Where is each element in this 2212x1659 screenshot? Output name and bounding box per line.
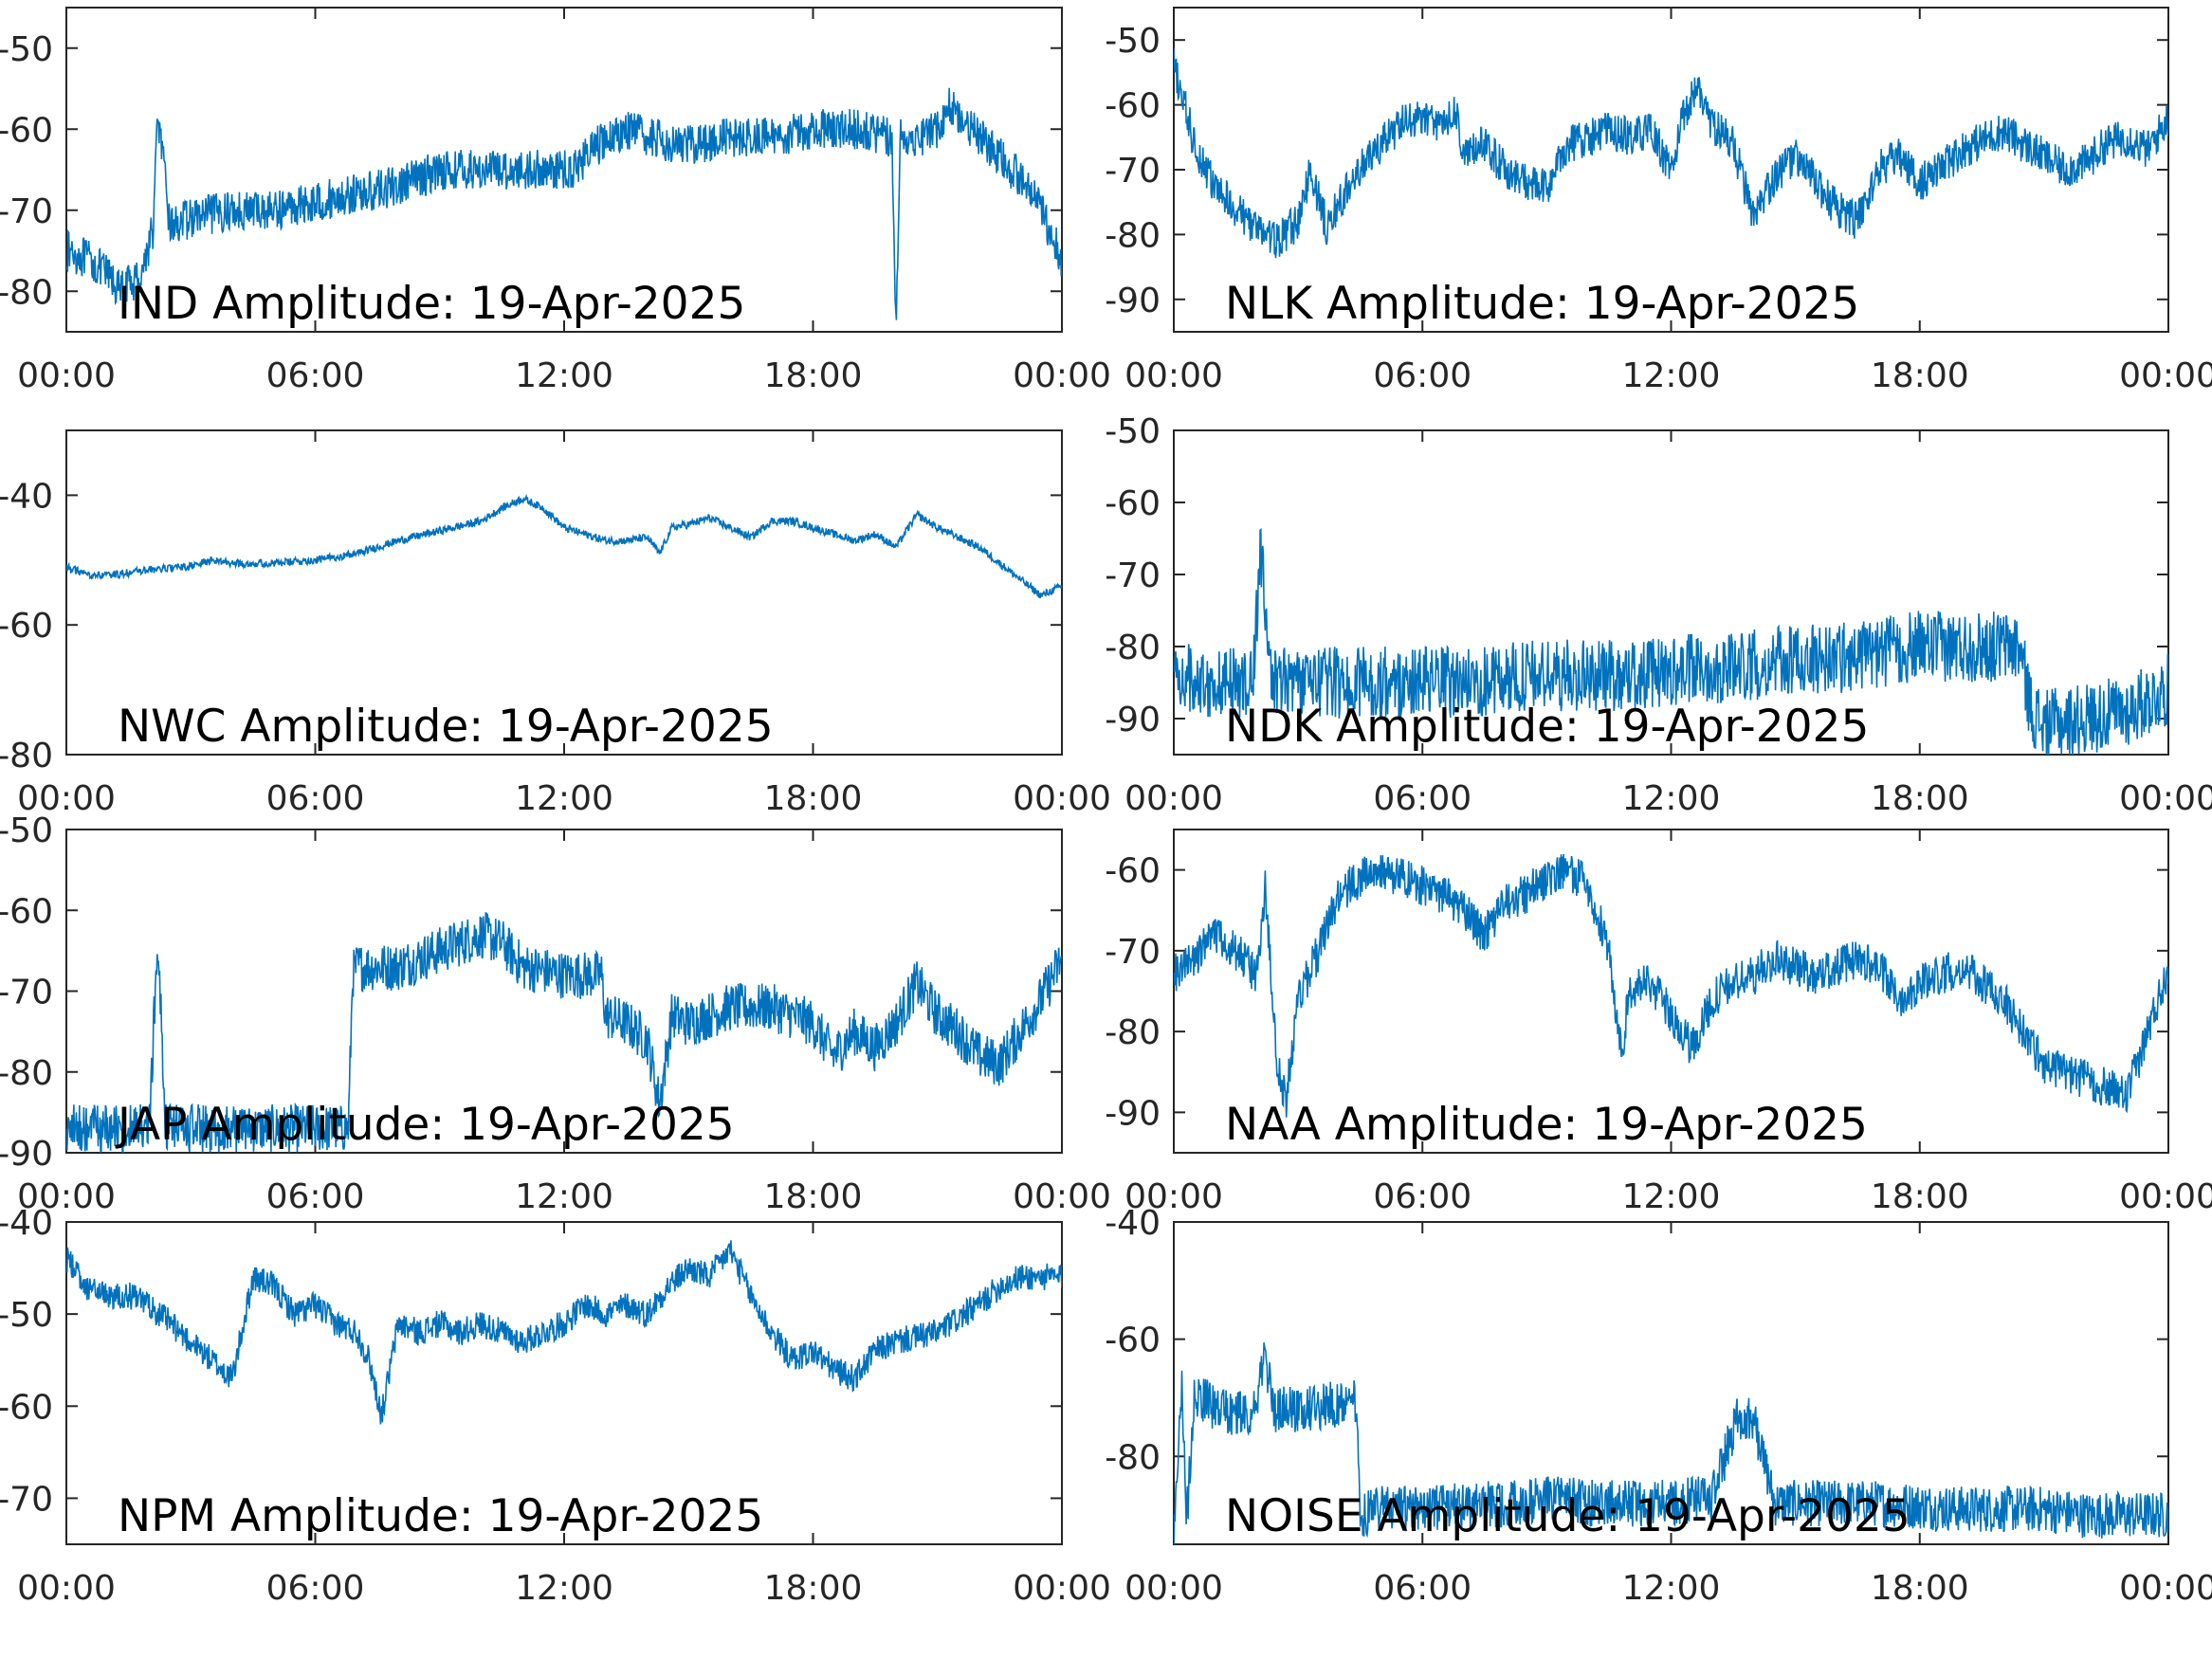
nwc-x-tick-label: 06:00 — [266, 779, 365, 818]
ind-x-tick-label: 12:00 — [515, 356, 613, 395]
ind-y-tick-label: -80 — [0, 273, 53, 312]
ind-y-tick-label: -70 — [0, 192, 53, 231]
ndk-y-tick-label: -80 — [1105, 629, 1161, 667]
jap-series-line — [66, 912, 1062, 1153]
nwc-y-tick-label: -60 — [0, 607, 53, 646]
noise-x-tick-label: 18:00 — [1871, 1569, 1969, 1608]
noise-y-tick-label: -40 — [1105, 1204, 1161, 1243]
jap-title: JAP Amplitude: 19-Apr-2025 — [115, 1099, 735, 1151]
ind-x-tick-label: 18:00 — [764, 356, 863, 395]
ind-series-line — [66, 87, 1062, 320]
npm-y-tick-label: -50 — [0, 1296, 53, 1335]
ndk-series-line — [1174, 527, 2168, 755]
noise-x-tick-label: 12:00 — [1622, 1569, 1721, 1608]
ind-y-tick-label: -60 — [0, 111, 53, 150]
nlk-x-tick-label: 12:00 — [1622, 356, 1721, 395]
jap-panel: 00:00 06:00 12:00 18:00 00:00 -50 -60 -70 -80 -90… — [0, 811, 1111, 1216]
ndk-x-tick-label: 00:00 — [2119, 779, 2212, 818]
noise-series-line — [1174, 1342, 2168, 1544]
nlk-x-tick-label: 18:00 — [1871, 356, 1969, 395]
npm-x-tick-label: 00:00 — [1013, 1569, 1111, 1608]
jap-x-tick-label: 12:00 — [515, 1177, 613, 1216]
npm-panel: 00:00 06:00 12:00 18:00 00:00 -40 -50 -60 -70 NPM… — [0, 1204, 1111, 1608]
ndk-y-tick-label: -70 — [1105, 556, 1161, 595]
ndk-y-tick-label: -60 — [1105, 484, 1161, 523]
naa-x-tick-label: 18:00 — [1871, 1177, 1969, 1216]
ind-x-tick-label: 06:00 — [266, 356, 365, 395]
jap-y-tick-label: -50 — [0, 811, 53, 850]
npm-y-tick-label: -60 — [0, 1388, 53, 1427]
jap-y-tick-label: -70 — [0, 974, 53, 1012]
npm-y-tick-label: -70 — [0, 1480, 53, 1519]
noise-y-tick-label: -80 — [1105, 1438, 1161, 1477]
ndk-x-tick-label: 18:00 — [1871, 779, 1969, 818]
naa-panel: 00:00 06:00 12:00 18:00 00:00 -60 -70 -80 -90 NAA… — [1105, 829, 2212, 1216]
nwc-x-tick-label: 18:00 — [764, 779, 863, 818]
naa-x-tick-label: 06:00 — [1373, 1177, 1472, 1216]
nlk-x-tick-label: 06:00 — [1373, 356, 1472, 395]
naa-y-tick-label: -80 — [1105, 1013, 1161, 1052]
noise-title: NOISE Amplitude: 19-Apr-2025 — [1225, 1490, 1910, 1542]
jap-x-tick-label: 00:00 — [17, 1177, 116, 1216]
ind-x-tick-label: 00:00 — [17, 356, 116, 395]
ndk-y-tick-label: -90 — [1105, 701, 1161, 739]
npm-x-tick-label: 06:00 — [266, 1569, 365, 1608]
ndk-x-tick-label: 06:00 — [1373, 779, 1472, 818]
npm-x-tick-label: 00:00 — [17, 1569, 116, 1608]
nwc-title: NWC Amplitude: 19-Apr-2025 — [118, 701, 774, 753]
jap-y-tick-label: -60 — [0, 892, 53, 931]
nwc-y-tick-label: -80 — [0, 737, 53, 775]
jap-y-tick-label: -90 — [0, 1135, 53, 1174]
naa-title: NAA Amplitude: 19-Apr-2025 — [1225, 1099, 1868, 1151]
nlk-panel: 00:00 06:00 12:00 18:00 00:00 -50 -60 -70 -80 -90… — [1105, 7, 2212, 395]
noise-y-tick-label: -60 — [1105, 1322, 1161, 1360]
nlk-x-tick-label: 00:00 — [2119, 356, 2212, 395]
nwc-x-tick-label: 00:00 — [1013, 779, 1111, 818]
ndk-panel: 00:00 06:00 12:00 18:00 00:00 -50 -60 -70 -80 -90… — [1105, 412, 2212, 818]
npm-x-tick-label: 18:00 — [764, 1569, 863, 1608]
nlk-title: NLK Amplitude: 19-Apr-2025 — [1225, 278, 1859, 330]
nlk-y-tick-label: -90 — [1105, 282, 1161, 320]
nwc-series-line — [66, 494, 1062, 599]
npm-series-line — [66, 1240, 1062, 1425]
nlk-y-tick-label: -70 — [1105, 152, 1161, 191]
jap-y-tick-label: -80 — [0, 1054, 53, 1093]
nlk-x-tick-label: 00:00 — [1124, 356, 1223, 395]
jap-x-tick-label: 18:00 — [764, 1177, 863, 1216]
nwc-x-tick-label: 12:00 — [515, 779, 613, 818]
noise-x-tick-label: 00:00 — [1124, 1569, 1223, 1608]
nlk-y-tick-label: -80 — [1105, 216, 1161, 255]
ndk-x-tick-label: 00:00 — [1124, 779, 1223, 818]
naa-y-tick-label: -60 — [1105, 852, 1161, 891]
npm-y-tick-label: -40 — [0, 1204, 53, 1243]
ndk-y-tick-label: -50 — [1105, 412, 1161, 451]
nlk-y-tick-label: -50 — [1105, 22, 1161, 61]
naa-y-tick-label: -90 — [1105, 1094, 1161, 1133]
naa-x-tick-label: 00:00 — [2119, 1177, 2212, 1216]
naa-y-tick-label: -70 — [1105, 933, 1161, 972]
naa-series-line — [1174, 853, 2168, 1118]
ind-title: IND Amplitude: 19-Apr-2025 — [118, 278, 745, 330]
ind-x-tick-label: 00:00 — [1013, 356, 1111, 395]
npm-x-tick-label: 12:00 — [515, 1569, 613, 1608]
npm-title: NPM Amplitude: 19-Apr-2025 — [118, 1490, 763, 1542]
nwc-panel: 00:00 06:00 12:00 18:00 00:00 -40 -60 -80 NWC Am… — [0, 429, 1111, 818]
noise-x-tick-label: 06:00 — [1373, 1569, 1472, 1608]
jap-x-tick-label: 06:00 — [266, 1177, 365, 1216]
noise-panel: 00:00 06:00 12:00 18:00 00:00 -40 -60 -80 NOISE … — [1105, 1204, 2212, 1608]
ndk-x-tick-label: 12:00 — [1622, 779, 1721, 818]
naa-x-tick-label: 00:00 — [1124, 1177, 1223, 1216]
ind-y-tick-label: -50 — [0, 30, 53, 69]
noise-x-tick-label: 00:00 — [2119, 1569, 2212, 1608]
naa-x-tick-label: 12:00 — [1622, 1177, 1721, 1216]
nlk-series-line — [1174, 47, 2168, 259]
jap-x-tick-label: 00:00 — [1013, 1177, 1111, 1216]
nlk-y-tick-label: -60 — [1105, 87, 1161, 126]
nwc-x-tick-label: 00:00 — [17, 779, 116, 818]
ndk-title: NDK Amplitude: 19-Apr-2025 — [1225, 701, 1869, 753]
nwc-y-tick-label: -40 — [0, 477, 53, 516]
ind-panel: 00:00 06:00 12:00 18:00 00:00 -50 -60 -70 -80 IND… — [0, 7, 1111, 395]
